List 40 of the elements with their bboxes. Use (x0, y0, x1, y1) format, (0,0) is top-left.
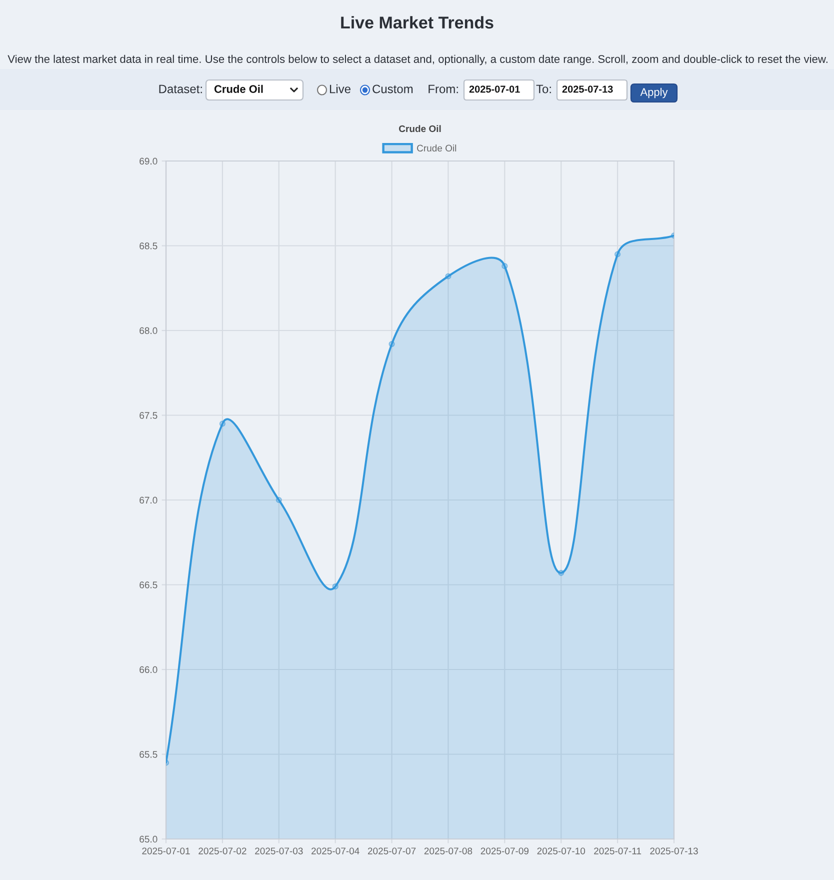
y-tick-label: 67.0 (140, 496, 158, 504)
text: 2025-07-13 (562, 86, 613, 93)
text: View the latest market data in real time. Use the controls below to select a dataset and, optionally, a custom date range. Scroll, zoom and double-click to reset the view. (8, 54, 828, 66)
text: Crude Oil (214, 84, 263, 93)
y-tick-label: 65.5 (140, 751, 158, 758)
x-tick-label: 2025-07-07 (368, 848, 416, 854)
x-tick-label: 2025-07-04 (312, 848, 360, 854)
text: Live (330, 84, 350, 94)
point (445, 273, 452, 280)
text: 2025-07-01 (469, 86, 520, 93)
y-tick-label: 67.5 (140, 412, 158, 419)
x-tick-label: 2025-07-11 (594, 848, 642, 854)
y-tick-label: 66.0 (140, 666, 158, 674)
x-tick-label: 2025-07-08 (424, 848, 472, 854)
chart-title: Crude Oil (399, 125, 441, 132)
y-tick-label: 69.0 (140, 158, 158, 165)
y-tick-label: 68.5 (140, 242, 158, 250)
text: Dataset: (159, 84, 202, 94)
text: Apply (640, 88, 668, 98)
point (388, 341, 395, 348)
x-tick-label: 2025-07-09 (480, 848, 529, 854)
x-tick-label: 2025-07-02 (198, 848, 246, 854)
y-tick-label: 68.0 (140, 327, 158, 334)
legend-label: Crude Oil (417, 144, 456, 152)
y-tick-label: 65.0 (140, 836, 158, 843)
text: From: (428, 84, 458, 94)
x-tick-label: 2025-07-10 (537, 848, 586, 854)
y-tick-label: 66.5 (140, 582, 158, 588)
point (558, 570, 564, 576)
text: Live Market Trends (341, 16, 494, 29)
text: To: (536, 84, 551, 94)
point (332, 583, 338, 590)
point (502, 263, 508, 270)
x-tick-label: 2025-07-01 (142, 848, 190, 854)
text: Custom (372, 84, 413, 94)
point (614, 251, 621, 258)
x-tick-label: 2025-07-13 (650, 848, 698, 854)
point (219, 420, 226, 427)
point (276, 496, 282, 504)
x-tick-label: 2025-07-03 (255, 848, 303, 854)
